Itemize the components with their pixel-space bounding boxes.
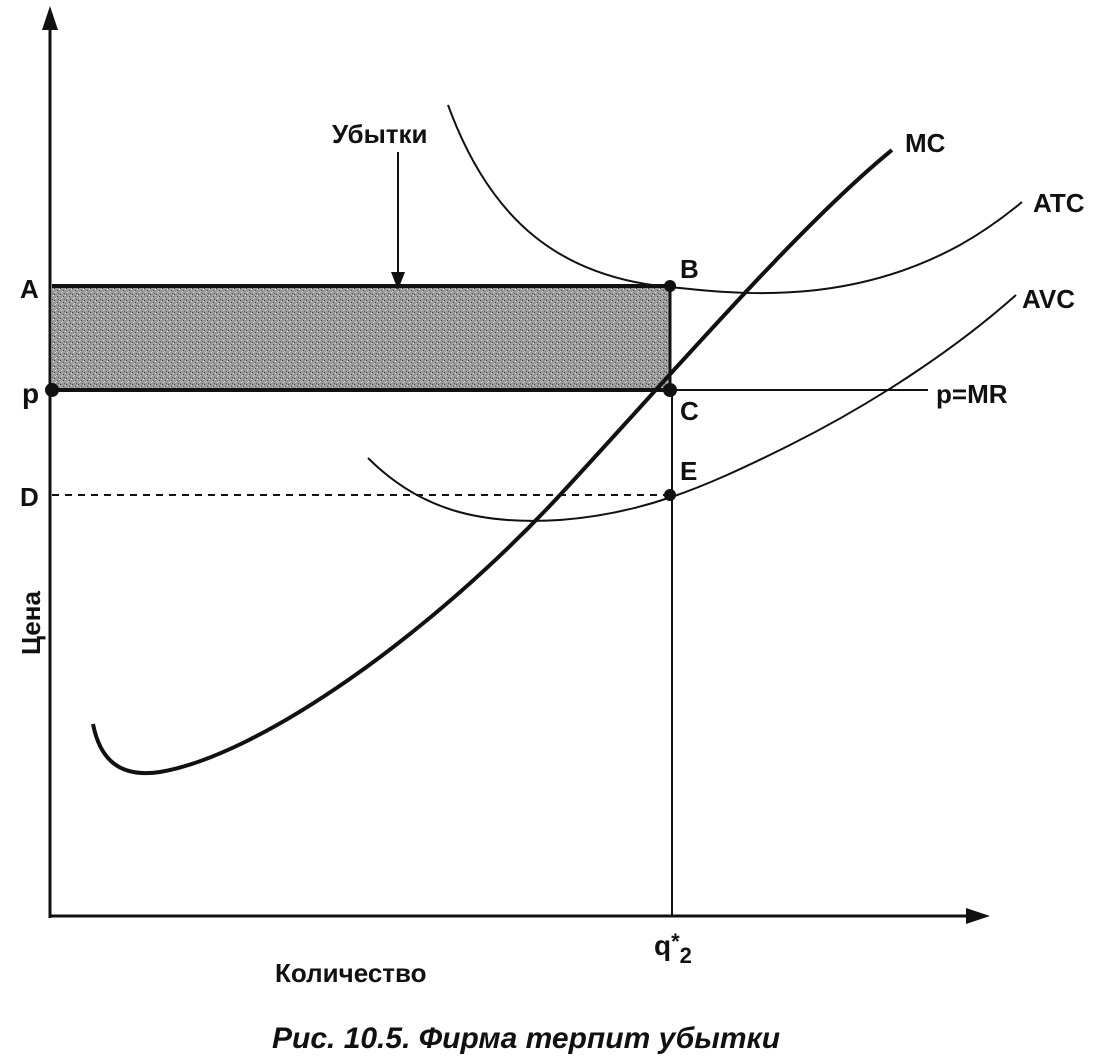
mc-label: MC — [905, 128, 946, 158]
quantity-tick-base: q — [654, 930, 671, 961]
y-axis-title: Цена — [16, 591, 46, 655]
point-e-dot — [664, 489, 676, 501]
point-c-label: C — [680, 396, 699, 426]
quantity-tick-sub: 2 — [680, 943, 692, 968]
avc-curve — [367, 294, 1017, 522]
quantity-tick-label: q*2 — [654, 929, 692, 968]
losses-label: Убытки — [332, 119, 428, 149]
atc-label: ATC — [1033, 188, 1085, 218]
y-axis-arrow — [42, 6, 58, 30]
mc-curve — [91, 148, 894, 776]
x-axis-arrow — [966, 908, 990, 924]
point-c-dot — [663, 383, 677, 397]
avc-label: AVC — [1022, 284, 1075, 314]
point-b-label: B — [680, 254, 699, 284]
x-axis-title: Количество — [275, 958, 427, 988]
point-b-dot — [664, 280, 676, 292]
losses-arrowhead — [391, 272, 405, 290]
point-p-dot — [45, 383, 59, 397]
figure-caption: Рис. 10.5. Фирма терпит убытки — [272, 1022, 780, 1055]
price-a-label: A — [20, 274, 39, 304]
quantity-tick-star: * — [671, 929, 680, 954]
price-d-label: D — [20, 482, 39, 512]
demand-label: p=MR — [936, 379, 1008, 409]
loss-area — [52, 286, 670, 390]
price-p-label: p — [22, 378, 39, 409]
point-e-label: E — [680, 456, 697, 486]
atc-curve — [447, 104, 1023, 295]
